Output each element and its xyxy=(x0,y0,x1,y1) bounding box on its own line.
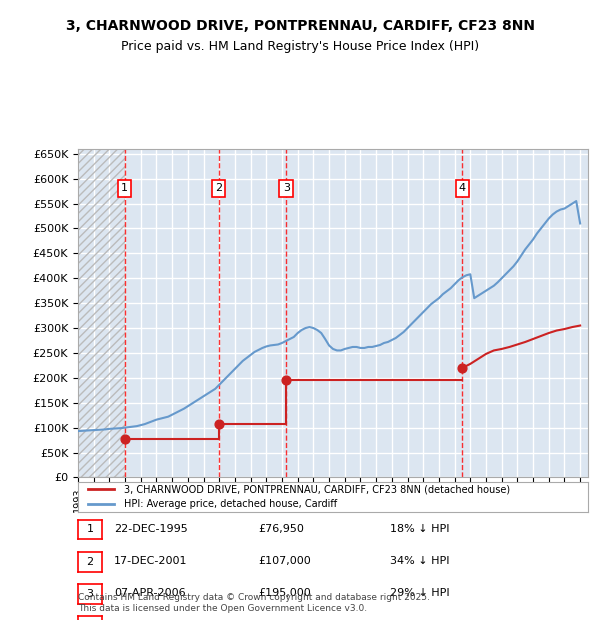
Text: £107,000: £107,000 xyxy=(258,556,311,566)
Text: 2: 2 xyxy=(215,184,222,193)
Text: 17-DEC-2001: 17-DEC-2001 xyxy=(114,556,187,566)
Text: Contains HM Land Registry data © Crown copyright and database right 2025.
This d: Contains HM Land Registry data © Crown c… xyxy=(78,593,430,613)
Point xyxy=(458,363,467,373)
Text: 29% ↓ HPI: 29% ↓ HPI xyxy=(390,588,449,598)
Point xyxy=(120,434,130,444)
Text: HPI: Average price, detached house, Cardiff: HPI: Average price, detached house, Card… xyxy=(124,499,337,509)
Text: 1: 1 xyxy=(86,525,94,534)
Text: 18% ↓ HPI: 18% ↓ HPI xyxy=(390,524,449,534)
Text: 3: 3 xyxy=(283,184,290,193)
Text: 4: 4 xyxy=(459,184,466,193)
Text: £195,000: £195,000 xyxy=(258,588,311,598)
Text: 3, CHARNWOOD DRIVE, PONTPRENNAU, CARDIFF, CF23 8NN (detached house): 3, CHARNWOOD DRIVE, PONTPRENNAU, CARDIFF… xyxy=(124,484,510,494)
Text: 2: 2 xyxy=(86,557,94,567)
Point xyxy=(214,419,223,429)
Text: 22-DEC-1995: 22-DEC-1995 xyxy=(114,524,188,534)
Text: 3, CHARNWOOD DRIVE, PONTPRENNAU, CARDIFF, CF23 8NN: 3, CHARNWOOD DRIVE, PONTPRENNAU, CARDIFF… xyxy=(65,19,535,33)
Text: 07-APR-2006: 07-APR-2006 xyxy=(114,588,185,598)
Text: 1: 1 xyxy=(121,184,128,193)
Text: Price paid vs. HM Land Registry's House Price Index (HPI): Price paid vs. HM Land Registry's House … xyxy=(121,40,479,53)
Text: £76,950: £76,950 xyxy=(258,524,304,534)
Text: 34% ↓ HPI: 34% ↓ HPI xyxy=(390,556,449,566)
Point xyxy=(281,375,291,385)
Text: 3: 3 xyxy=(86,589,94,599)
